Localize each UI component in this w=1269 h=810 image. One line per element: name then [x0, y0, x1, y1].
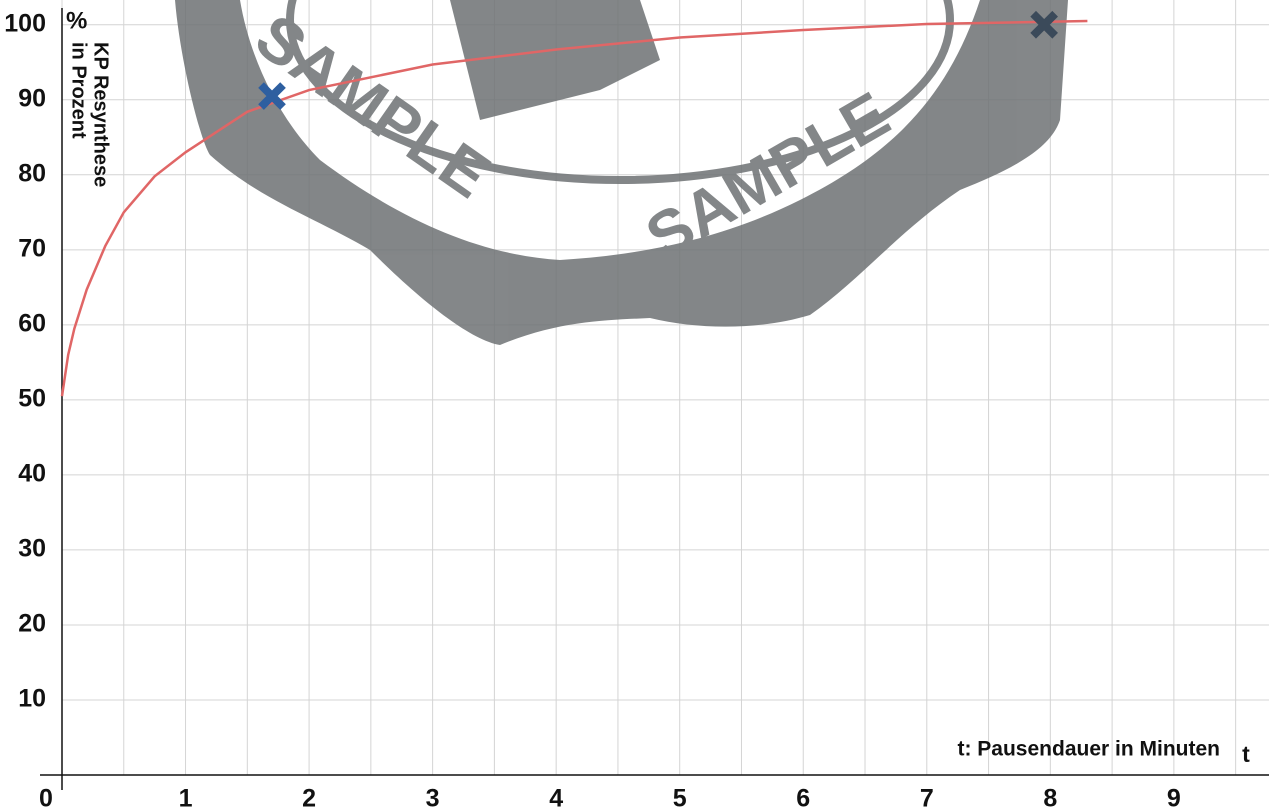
y-tick-label: 90 — [18, 84, 46, 112]
stamp-center — [450, 0, 660, 120]
y-tick-label: 20 — [18, 610, 46, 638]
x-axis-title: t: Pausendauer in Minuten — [957, 738, 1220, 761]
y-tick-label: 30 — [18, 535, 46, 563]
chart: SAMPLE SAMPLE % KP Resynthese in Prozent… — [0, 0, 1269, 810]
x-tick-label: 8 — [1043, 785, 1057, 810]
x-tick-label: 5 — [673, 785, 687, 810]
y-unit: % — [66, 7, 87, 34]
y-tick-label: 100 — [4, 9, 46, 37]
y-axis-title: KP Resynthese — [90, 42, 112, 187]
y-tick-label: 40 — [18, 460, 46, 488]
x-tick-label: 9 — [1167, 785, 1181, 810]
x-tick-label: 7 — [920, 785, 934, 810]
x-tick-label: 6 — [796, 785, 810, 810]
x-tick-label: 3 — [426, 785, 440, 810]
y-tick-label: 70 — [18, 234, 46, 262]
x-tick-label: 1 — [179, 785, 193, 810]
y-tick-label: 50 — [18, 384, 46, 412]
x-tick-label: 0 — [39, 785, 53, 810]
y-tick-label: 10 — [18, 685, 46, 713]
y-tick-label: 80 — [18, 159, 46, 187]
y-tick-label: 60 — [18, 309, 46, 337]
x-tick-label: 2 — [302, 785, 316, 810]
y-axis-title: in Prozent — [68, 42, 90, 139]
x-tick-label: 4 — [549, 785, 563, 810]
x-axis-symbol: t — [1242, 741, 1250, 767]
